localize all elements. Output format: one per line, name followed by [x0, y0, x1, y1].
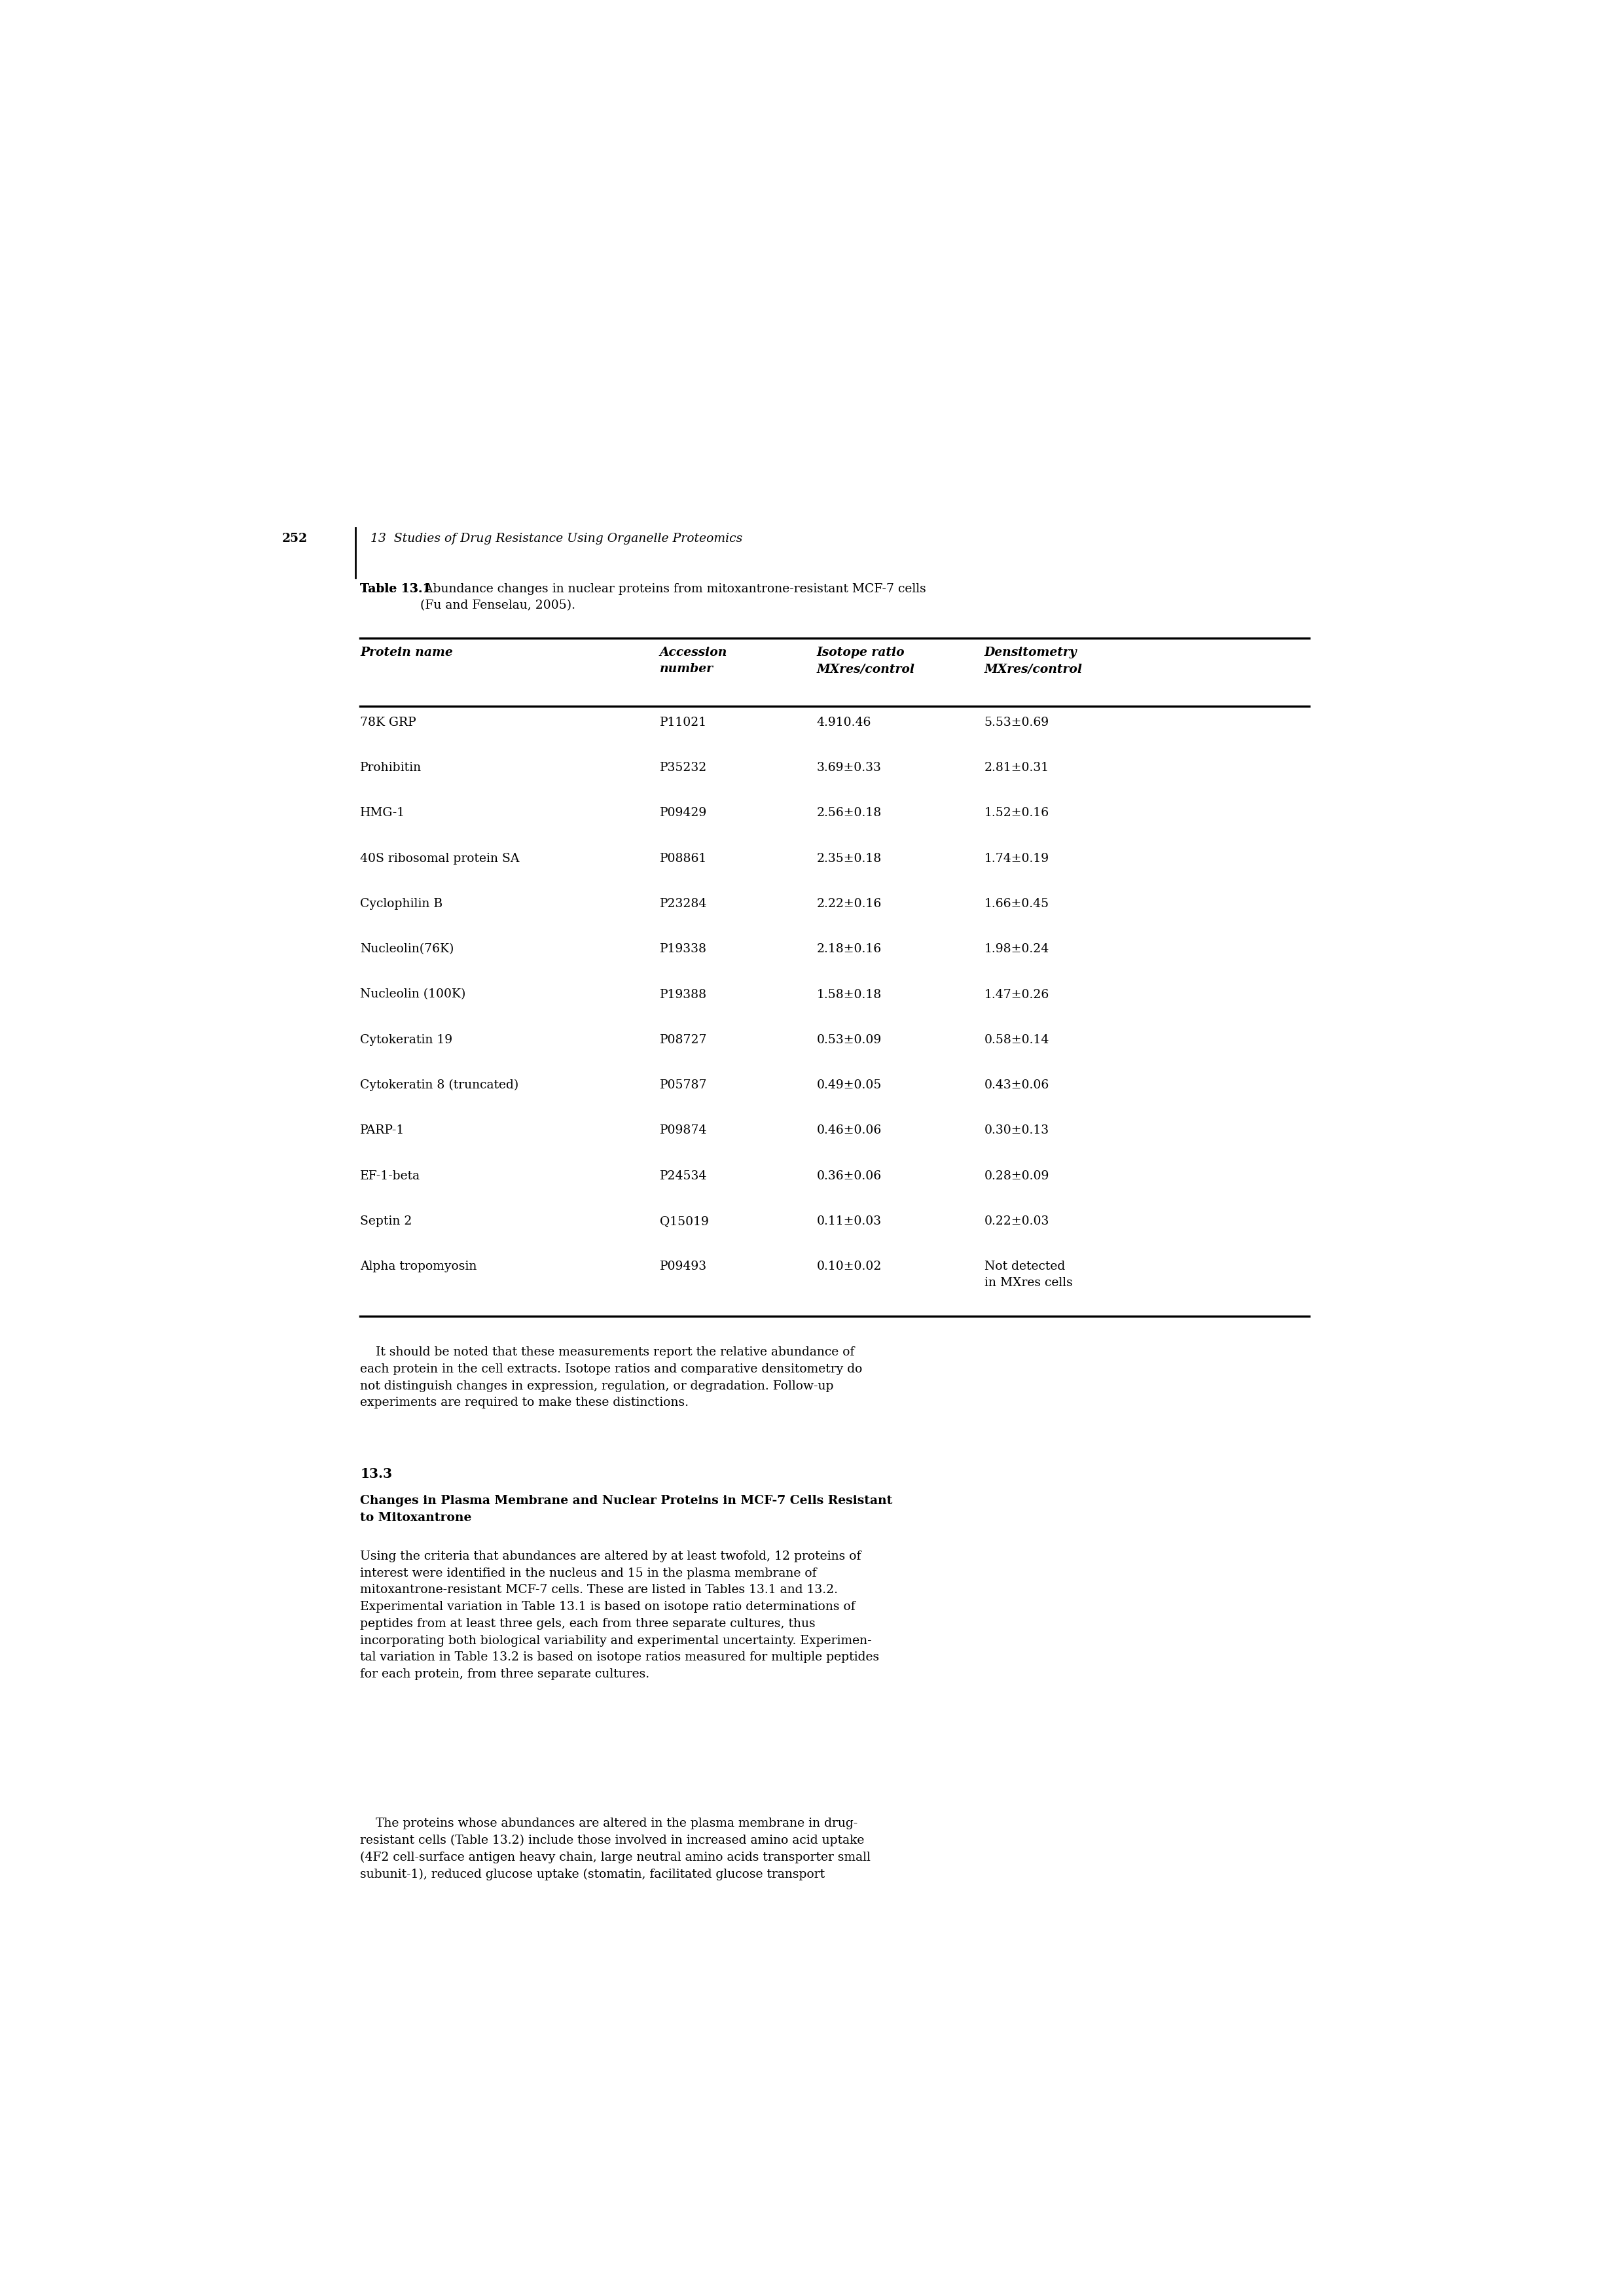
Text: 0.43±0.06: 0.43±0.06 — [984, 1079, 1049, 1091]
Text: P09493: P09493 — [659, 1261, 706, 1272]
Text: It should be noted that these measurements report the relative abundance of
each: It should be noted that these measuremen… — [361, 1345, 862, 1410]
Text: 0.36±0.06: 0.36±0.06 — [817, 1171, 882, 1182]
Text: 1.74±0.19: 1.74±0.19 — [984, 852, 1049, 863]
Text: 1.98±0.24: 1.98±0.24 — [984, 944, 1049, 955]
Text: Changes in Plasma Membrane and Nuclear Proteins in MCF-7 Cells Resistant
to Mito: Changes in Plasma Membrane and Nuclear P… — [361, 1495, 893, 1525]
Text: 0.58±0.14: 0.58±0.14 — [984, 1033, 1049, 1045]
Text: 252: 252 — [281, 533, 307, 544]
Text: 13.3: 13.3 — [361, 1467, 393, 1481]
Text: P23284: P23284 — [659, 898, 706, 909]
Text: Nucleolin(76K): Nucleolin(76K) — [361, 944, 455, 955]
Text: 4.910.46: 4.910.46 — [817, 716, 872, 728]
Text: EF-1-beta: EF-1-beta — [361, 1171, 421, 1182]
Text: Protein name: Protein name — [361, 647, 453, 659]
Text: 0.49±0.05: 0.49±0.05 — [817, 1079, 882, 1091]
Text: Densitometry
MXres/control: Densitometry MXres/control — [984, 647, 1083, 675]
Text: 2.22±0.16: 2.22±0.16 — [817, 898, 882, 909]
Text: Not detected
in MXres cells: Not detected in MXres cells — [984, 1261, 1072, 1288]
Text: 78K GRP: 78K GRP — [361, 716, 416, 728]
Text: Alpha tropomyosin: Alpha tropomyosin — [361, 1261, 477, 1272]
Text: Cyclophilin B: Cyclophilin B — [361, 898, 443, 909]
Text: 3.69±0.33: 3.69±0.33 — [817, 762, 882, 774]
Text: P05787: P05787 — [659, 1079, 706, 1091]
Text: The proteins whose abundances are altered in the plasma membrane in drug-
resist: The proteins whose abundances are altere… — [361, 1818, 870, 1880]
Text: Cytokeratin 8 (truncated): Cytokeratin 8 (truncated) — [361, 1079, 518, 1091]
Text: 2.81±0.31: 2.81±0.31 — [984, 762, 1049, 774]
Text: Cytokeratin 19: Cytokeratin 19 — [361, 1033, 453, 1045]
Text: 0.11±0.03: 0.11±0.03 — [817, 1215, 882, 1226]
Text: Septin 2: Septin 2 — [361, 1215, 412, 1226]
Text: 1.58±0.18: 1.58±0.18 — [817, 990, 882, 1001]
Text: P11021: P11021 — [659, 716, 706, 728]
Text: HMG-1: HMG-1 — [361, 808, 406, 820]
Text: Using the criteria that abundances are altered by at least twofold, 12 proteins : Using the criteria that abundances are a… — [361, 1550, 880, 1681]
Text: 0.22±0.03: 0.22±0.03 — [984, 1215, 1049, 1226]
Text: Accession
number: Accession number — [659, 647, 728, 675]
Text: 0.53±0.09: 0.53±0.09 — [817, 1033, 882, 1045]
Text: P19338: P19338 — [659, 944, 706, 955]
Text: Table 13.1: Table 13.1 — [361, 583, 432, 595]
Text: Abundance changes in nuclear proteins from mitoxantrone-resistant MCF-7 cells
(F: Abundance changes in nuclear proteins fr… — [421, 583, 926, 611]
Text: 2.35±0.18: 2.35±0.18 — [817, 852, 882, 863]
Text: 5.53±0.69: 5.53±0.69 — [984, 716, 1049, 728]
Text: 13  Studies of Drug Resistance Using Organelle Proteomics: 13 Studies of Drug Resistance Using Orga… — [370, 533, 742, 544]
Text: P24534: P24534 — [659, 1171, 706, 1182]
Text: 2.56±0.18: 2.56±0.18 — [817, 808, 882, 820]
Text: Nucleolin (100K): Nucleolin (100K) — [361, 990, 466, 1001]
Text: P08861: P08861 — [659, 852, 706, 863]
Text: P09874: P09874 — [659, 1125, 706, 1137]
Text: 1.52±0.16: 1.52±0.16 — [984, 808, 1049, 820]
Text: 40S ribosomal protein SA: 40S ribosomal protein SA — [361, 852, 520, 863]
Text: 2.18±0.16: 2.18±0.16 — [817, 944, 882, 955]
Text: Q15019: Q15019 — [659, 1215, 708, 1226]
Text: Prohibitin: Prohibitin — [361, 762, 422, 774]
Text: 0.46±0.06: 0.46±0.06 — [817, 1125, 882, 1137]
Text: P35232: P35232 — [659, 762, 706, 774]
Text: 0.10±0.02: 0.10±0.02 — [817, 1261, 882, 1272]
Text: Table 13.1: Table 13.1 — [361, 583, 432, 595]
Text: 1.66±0.45: 1.66±0.45 — [984, 898, 1049, 909]
Text: 0.28±0.09: 0.28±0.09 — [984, 1171, 1049, 1182]
Text: PARP-1: PARP-1 — [361, 1125, 404, 1137]
Text: 1.47±0.26: 1.47±0.26 — [984, 990, 1049, 1001]
Text: P09429: P09429 — [659, 808, 706, 820]
Text: P19388: P19388 — [659, 990, 706, 1001]
Text: Isotope ratio
MXres/control: Isotope ratio MXres/control — [817, 647, 914, 675]
Text: P08727: P08727 — [659, 1033, 706, 1045]
Text: 0.30±0.13: 0.30±0.13 — [984, 1125, 1049, 1137]
